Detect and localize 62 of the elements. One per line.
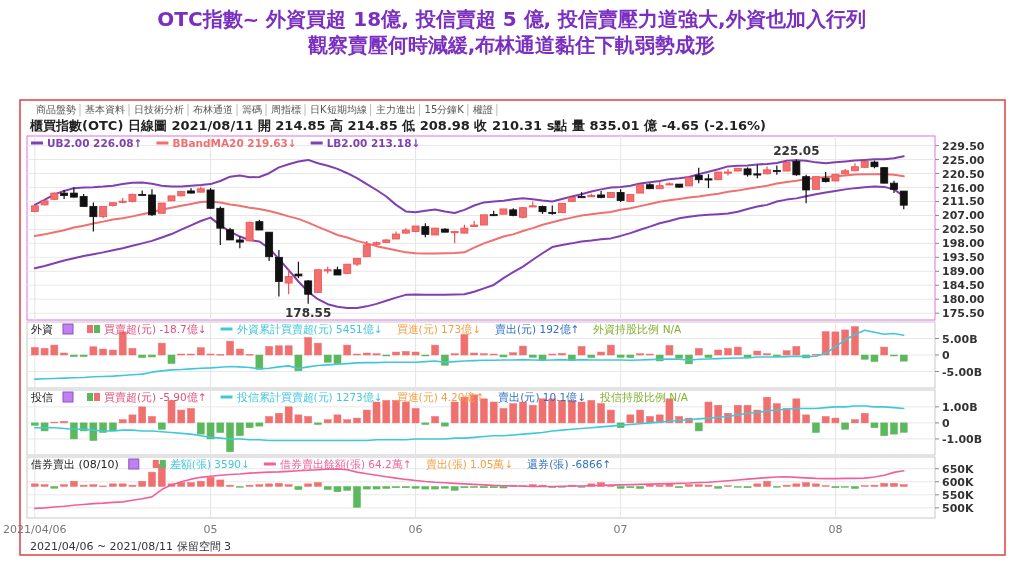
annotation: 外資持股比例 N/A [593, 323, 683, 335]
annotation: 225.05 [773, 144, 820, 159]
y-tick-label: 198.00 [942, 237, 985, 251]
text: 布林通道 [193, 104, 233, 115]
x-tick-label: 08 [828, 523, 843, 536]
chart-title: OTC指數~ 外資買超 18億, 投信賣超 5 億, 投信賣壓力道強大,外資也加入行列 [157, 7, 866, 31]
y-tick-label: 207.00 [942, 209, 985, 223]
text: 權證 [472, 104, 493, 115]
legend-label: 買賣超(元) -18.7億↓ [104, 323, 207, 335]
y-tick-label: 1.00B [942, 400, 978, 414]
chart-subtitle: 觀察賣壓何時減緩,布林通道黏住下軌弱勢成形 [306, 33, 716, 57]
y-tick-label: 225.00 [942, 153, 985, 167]
legend-label: 差額(張) 3590↓ [169, 458, 250, 470]
text: 櫃買指數(OTC) 日線圖 2021/08/11 開 214.85 高 214.85 低 208.98 收 210.31 s點 量 835.01 億 -4.65 (-2.16%) [29, 118, 767, 133]
x-tick-label: 06 [408, 523, 423, 536]
chart-title: 投信 [30, 391, 53, 404]
y-tick-label: 600K [942, 475, 974, 489]
y-tick-label: 0 [942, 349, 950, 362]
text: 周指標 [271, 104, 301, 115]
x-tick-label: 07 [613, 523, 628, 536]
text: 日技術分析 [134, 104, 184, 115]
y-tick-label: 211.50 [942, 195, 985, 209]
legend-label: 買賣超(元) -5.90億↑ [104, 391, 207, 403]
legend-label: 投信累計買賣超(元) 1273億↓ [235, 391, 383, 403]
chart-title: 借券賣出 (08/10) [31, 458, 119, 471]
annotation: 賣出(元) 10.1億↓ [498, 391, 586, 403]
y-tick-label: 500K [942, 501, 974, 515]
chart-title: 外資 [31, 323, 53, 336]
text: 主力進出 [375, 104, 416, 115]
legend-label: 借券賣出餘額(張) 64.2萬↑ [279, 458, 412, 470]
y-tick-label: 0 [942, 416, 950, 430]
y-tick-label: 550K [942, 488, 974, 502]
legend-label: BBandMA20 219.63↓ [172, 137, 297, 149]
y-tick-label: 229.50 [942, 139, 985, 153]
y-tick-label: 175.50 [942, 307, 985, 321]
legend-label: 外資累計買賣超(元) 5451億↓ [236, 323, 383, 335]
text: 籌碼 [242, 104, 262, 115]
legend-label: UB2.00 226.08↑ [47, 137, 143, 149]
y-tick-label: 216.00 [942, 181, 985, 195]
annotation: 投信持股比例 N/A [599, 391, 689, 403]
legend-label: LB2.00 213.18↓ [326, 137, 421, 149]
y-tick-label: 220.50 [942, 167, 985, 181]
annotation: 178.55 [285, 305, 332, 320]
text: 商品盤勢 [36, 104, 76, 115]
annotation: 還券(張) -6866↑ [527, 458, 612, 470]
x-tick-label: 05 [203, 523, 218, 536]
y-tick-label: -1.00B [942, 432, 983, 446]
y-tick-label: 5.00B [942, 332, 978, 346]
y-tick-label: 180.00 [942, 293, 985, 307]
y-tick-label: -5.00B [942, 365, 983, 379]
y-tick-label: 193.50 [942, 251, 985, 265]
annotation: 買進(元) 173億↓ [396, 323, 481, 335]
y-tick-label: 189.00 [942, 265, 985, 279]
y-tick-label: 202.50 [942, 223, 985, 237]
text: 基本資料 [85, 104, 125, 115]
text: 15分鐘K [424, 104, 465, 115]
text: 2021/04/06 ~ 2021/08/11 保留空間 3 [30, 540, 232, 553]
annotation: 賣出(元) 192億↑ [494, 323, 580, 335]
annotation: 賣出(張) 1.05萬↓ [425, 458, 514, 470]
text: 日K短期均線 [310, 104, 367, 115]
y-tick-label: 184.50 [942, 279, 985, 293]
y-tick-label: 650K [942, 462, 974, 476]
